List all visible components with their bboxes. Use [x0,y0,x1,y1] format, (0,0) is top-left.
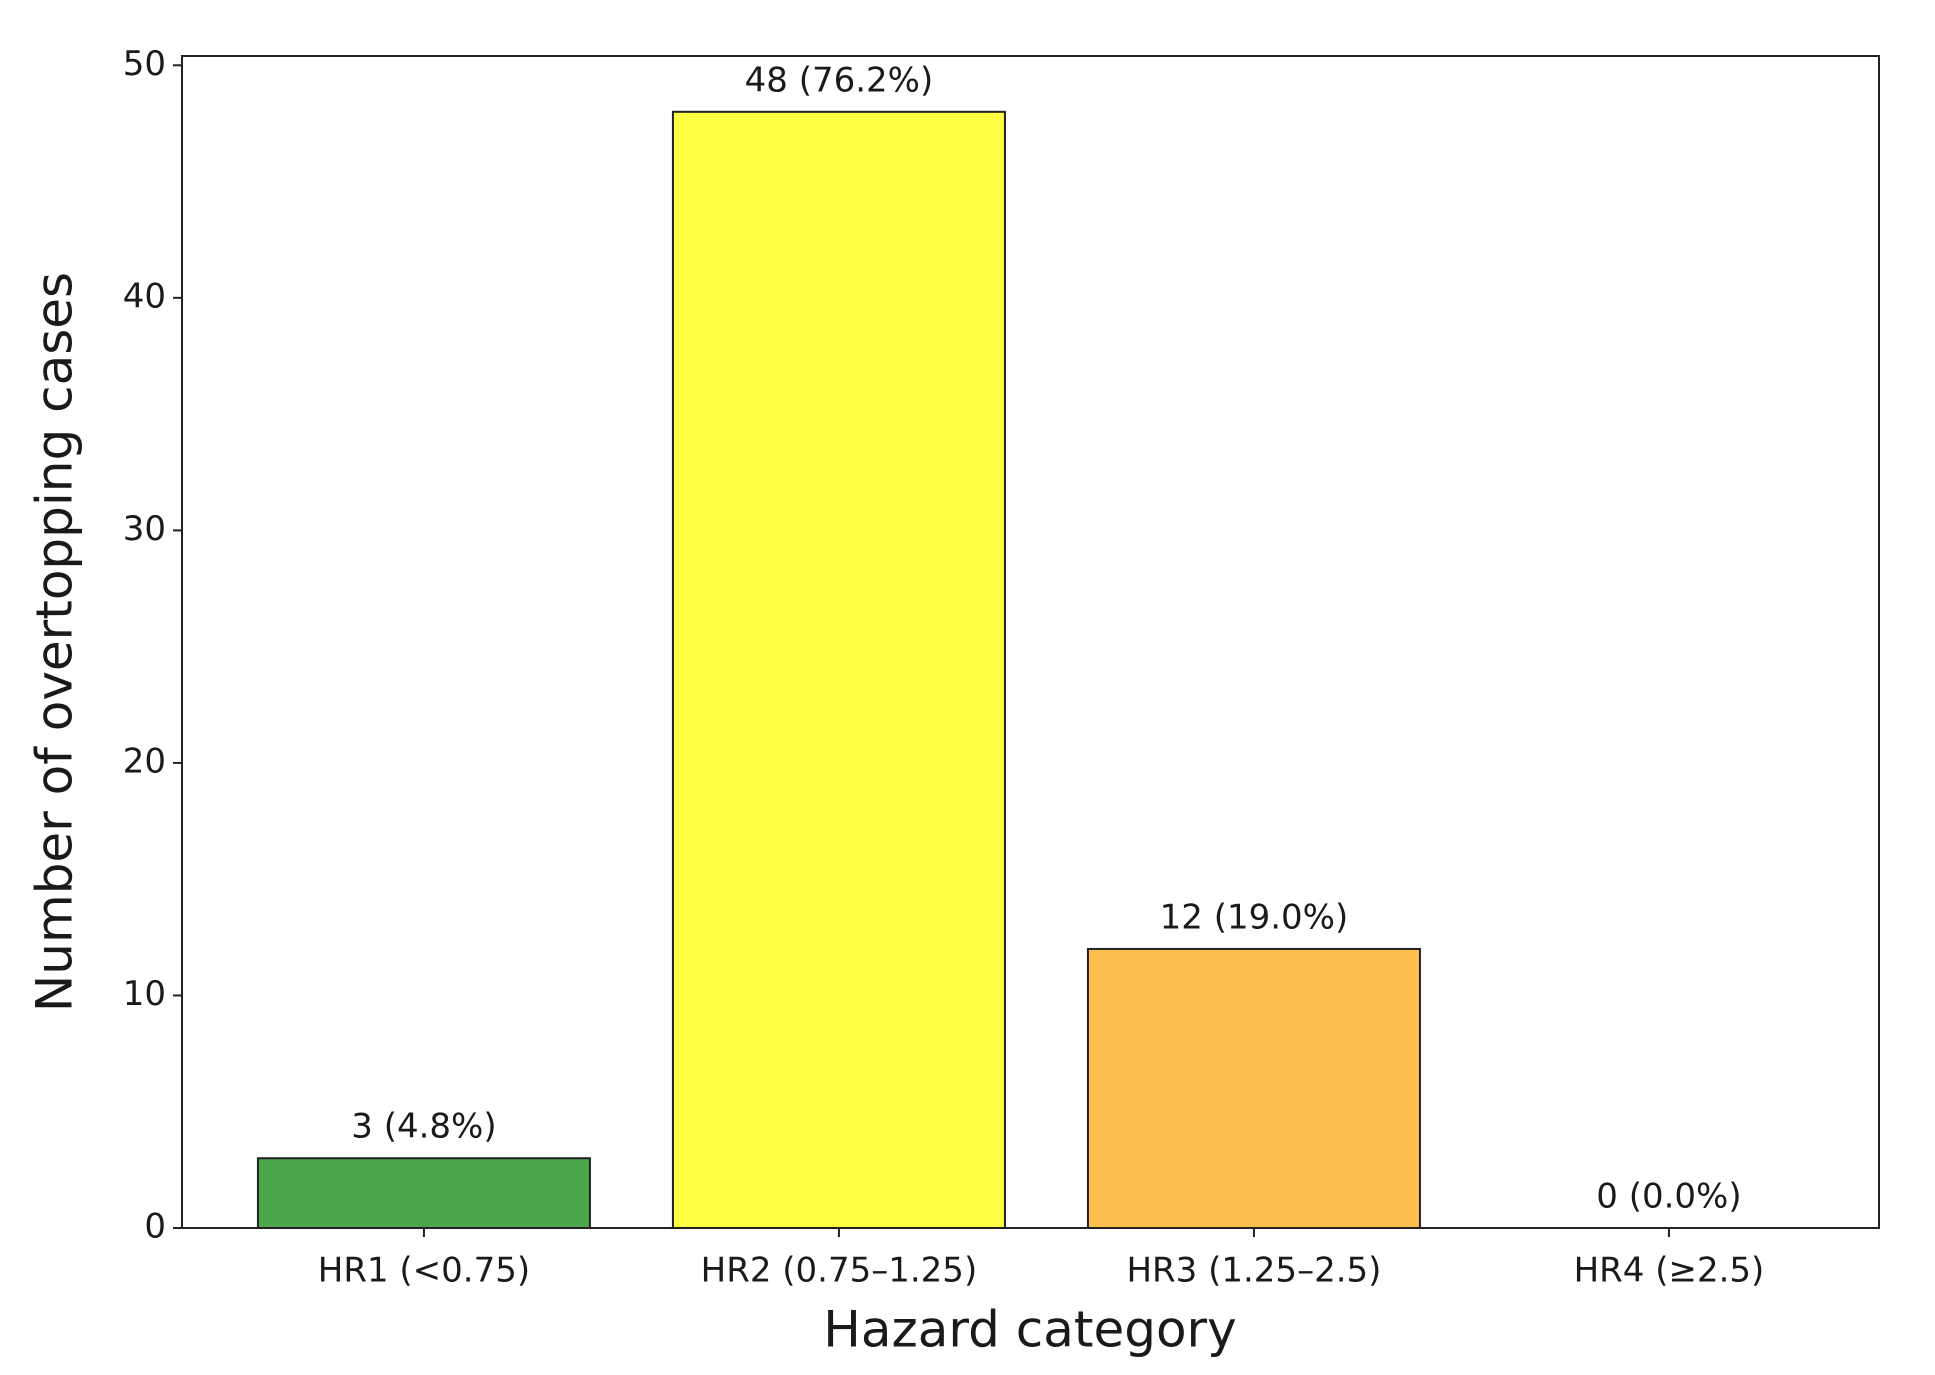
x-tick-label: HR4 (≥2.5) [1574,1251,1765,1291]
x-axis-label: Hazard category [823,1301,1236,1359]
plot-frame [181,55,1880,1229]
bar [1086,947,1421,1229]
bar [671,110,1006,1229]
value-label: 12 (19.0%) [1160,897,1349,937]
bar [256,1157,591,1229]
x-tick-label: HR3 (1.25–2.5) [1126,1251,1381,1291]
y-tick-label: 0 [144,1207,166,1247]
y-tick-label: 20 [123,741,166,781]
y-axis-label: Number of overtopping cases [26,272,84,1012]
value-label: 3 (4.8%) [351,1107,496,1147]
y-tick-label: 40 [123,276,166,316]
x-tick-label: HR2 (0.75–1.25) [701,1251,978,1291]
y-tick-label: 10 [123,974,166,1014]
x-tick-label: HR1 (<0.75) [318,1251,530,1291]
y-tick-label: 30 [123,509,166,549]
y-tick-label: 50 [123,44,166,84]
value-label: 48 (76.2%) [745,60,934,100]
value-label: 0 (0.0%) [1596,1177,1741,1217]
